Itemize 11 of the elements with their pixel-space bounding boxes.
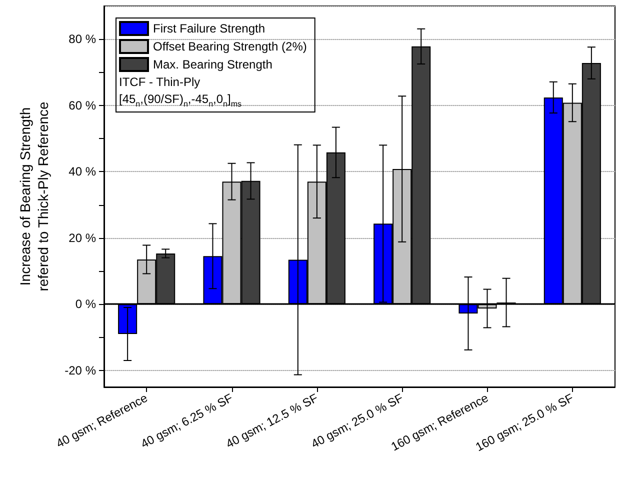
- legend-label: Max. Bearing Strength: [153, 58, 272, 72]
- y-axis-title: Increase of Bearing Strength refered to Thick-Ply Reference: [17, 101, 51, 292]
- y-tick-label: 60 %: [68, 98, 96, 112]
- annotation: ITCF - Thin-Ply: [119, 75, 200, 89]
- y-tick-label: 20 %: [68, 230, 96, 245]
- legend-label: First Failure Strength: [153, 22, 266, 36]
- y-tick-label: 40 %: [68, 164, 96, 179]
- legend-label: Offset Bearing Strength (2%): [153, 40, 307, 54]
- y-tick-label: 80 %: [68, 32, 96, 46]
- y-tick-label: -20 %: [64, 363, 96, 378]
- y-tick-label: 0 %: [75, 297, 96, 312]
